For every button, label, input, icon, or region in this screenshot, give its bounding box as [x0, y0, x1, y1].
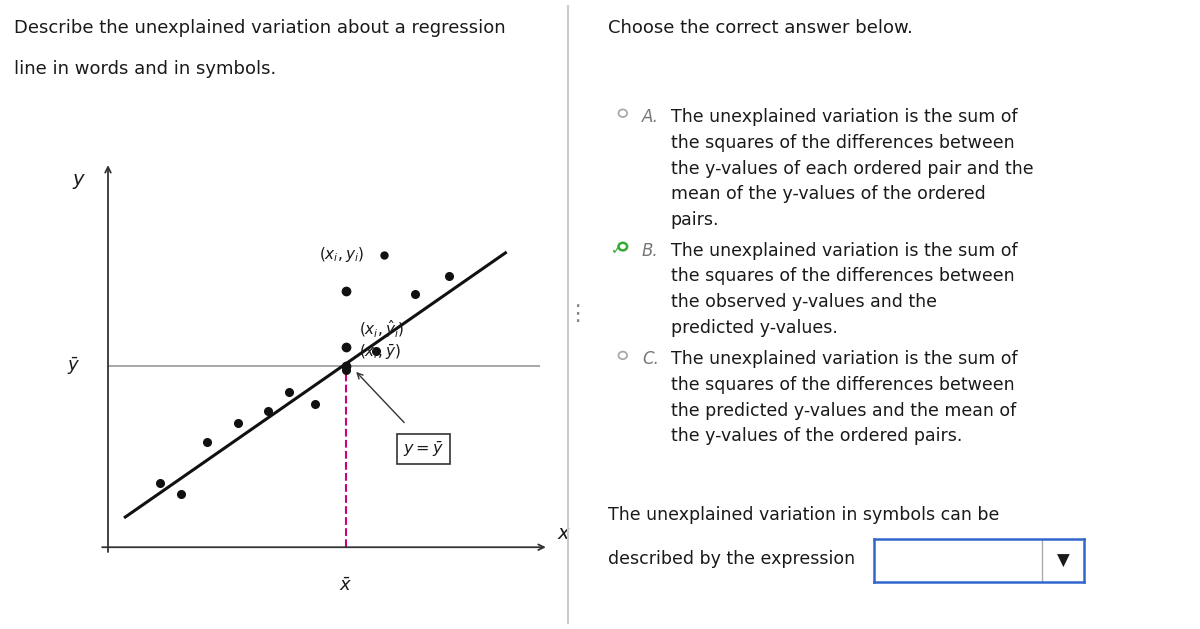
- Text: $(x_i, \bar{y})$: $(x_i, \bar{y})$: [359, 343, 401, 362]
- Text: $(x_i, \hat{y}_i)$: $(x_i, \hat{y}_i)$: [359, 318, 404, 340]
- Text: line in words and in symbols.: line in words and in symbols.: [14, 60, 277, 78]
- Text: y: y: [72, 170, 84, 189]
- Text: Choose the correct answer below.: Choose the correct answer below.: [608, 19, 913, 37]
- Text: A.: A.: [642, 108, 659, 126]
- Text: The unexplained variation is the sum of
the squares of the differences between
t: The unexplained variation is the sum of …: [671, 108, 1033, 229]
- Text: ▼: ▼: [1057, 552, 1070, 569]
- Text: $y = \bar{y}$: $y = \bar{y}$: [403, 440, 444, 459]
- Text: $\bar{y}$: $\bar{y}$: [67, 355, 80, 377]
- Text: ✓: ✓: [611, 243, 623, 257]
- Text: The unexplained variation in symbols can be: The unexplained variation in symbols can…: [608, 506, 1000, 525]
- Text: $(x_i, y_i)$: $(x_i, y_i)$: [319, 245, 364, 264]
- Text: ⋮: ⋮: [566, 304, 588, 325]
- Text: C.: C.: [642, 350, 659, 369]
- Text: $\bar{x}$: $\bar{x}$: [338, 577, 353, 596]
- Text: described by the expression: described by the expression: [608, 550, 856, 569]
- Text: x: x: [557, 525, 569, 543]
- Text: The unexplained variation is the sum of
the squares of the differences between
t: The unexplained variation is the sum of …: [671, 350, 1018, 445]
- Text: Describe the unexplained variation about a regression: Describe the unexplained variation about…: [14, 19, 506, 37]
- Text: The unexplained variation is the sum of
the squares of the differences between
t: The unexplained variation is the sum of …: [671, 242, 1018, 337]
- Text: B.: B.: [642, 242, 659, 260]
